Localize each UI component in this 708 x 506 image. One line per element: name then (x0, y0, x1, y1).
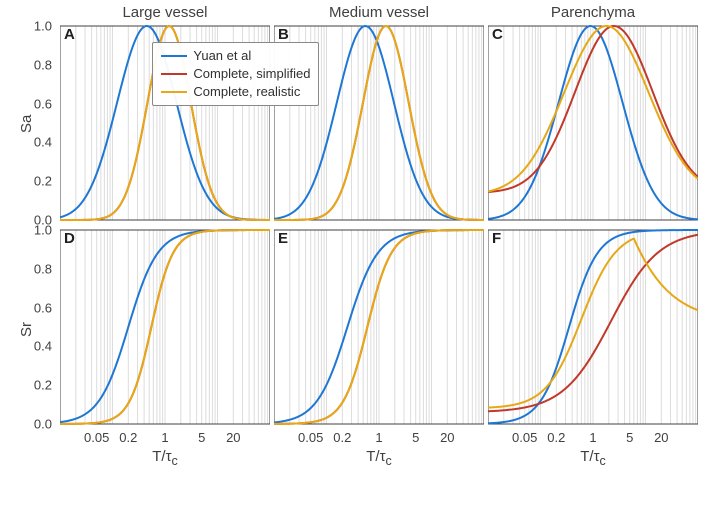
x-tick-label: 5 (412, 430, 419, 445)
legend-label: Complete, realistic (193, 84, 300, 99)
x-tick-label: 1 (375, 430, 382, 445)
panel-letter-B: B (278, 26, 289, 43)
x-axis-label: T/τc (274, 448, 484, 468)
x-tick-label: 20 (440, 430, 454, 445)
x-tick-label: 20 (226, 430, 240, 445)
x-tick-label: 0.05 (84, 430, 109, 445)
panel-letter-C: C (492, 26, 503, 43)
panel-letter-A: A (64, 26, 75, 43)
x-tick-label: 20 (654, 430, 668, 445)
panel-letter-E: E (278, 230, 288, 247)
legend-label: Yuan et al (193, 48, 251, 63)
y-tick-label: 0.4 (22, 135, 52, 150)
legend-swatch (161, 73, 187, 75)
x-tick-label: 1 (161, 430, 168, 445)
panel-letter-F: F (492, 230, 501, 247)
x-tick-label: 0.05 (512, 430, 537, 445)
x-tick-label: 0.2 (119, 430, 137, 445)
x-tick-label: 0.05 (298, 430, 323, 445)
y-axis-label-Sr: Sr (18, 322, 35, 337)
x-axis-label: T/τc (60, 448, 270, 468)
y-tick-label: 0.2 (22, 378, 52, 393)
y-tick-label: 1.0 (22, 223, 52, 238)
x-axis-label: T/τc (488, 448, 698, 468)
x-tick-label: 1 (589, 430, 596, 445)
x-tick-label: 0.2 (333, 430, 351, 445)
legend-item: Complete, realistic (161, 83, 310, 101)
column-title-parenchyma: Parenchyma (488, 4, 698, 21)
y-tick-label: 0.6 (22, 96, 52, 111)
y-axis-label-Sa: Sa (18, 115, 35, 133)
y-tick-label: 0.4 (22, 339, 52, 354)
y-tick-label: 0.6 (22, 300, 52, 315)
figure-root: Large vesselMedium vesselParenchyma Sa Sr A… (0, 0, 708, 506)
panel-C: C (488, 24, 698, 222)
y-tick-label: 0.2 (22, 174, 52, 189)
legend-swatch (161, 55, 187, 57)
legend-swatch (161, 91, 187, 93)
y-tick-label: 1.0 (22, 19, 52, 34)
legend-item: Yuan et al (161, 47, 310, 65)
x-tick-label: 5 (198, 430, 205, 445)
y-tick-label: 0.0 (22, 417, 52, 432)
legend-item: Complete, simplified (161, 65, 310, 83)
x-tick-label: 5 (626, 430, 633, 445)
column-title-large: Large vessel (60, 4, 270, 21)
legend: Yuan et al Complete, simplified Complete… (152, 42, 319, 106)
panel-D: D (60, 228, 270, 426)
legend-label: Complete, simplified (193, 66, 310, 81)
y-tick-label: 0.8 (22, 261, 52, 276)
panel-F: F (488, 228, 698, 426)
panel-E: E (274, 228, 484, 426)
panel-letter-D: D (64, 230, 75, 247)
column-title-medium: Medium vessel (274, 4, 484, 21)
x-tick-label: 0.2 (547, 430, 565, 445)
y-tick-label: 0.8 (22, 57, 52, 72)
